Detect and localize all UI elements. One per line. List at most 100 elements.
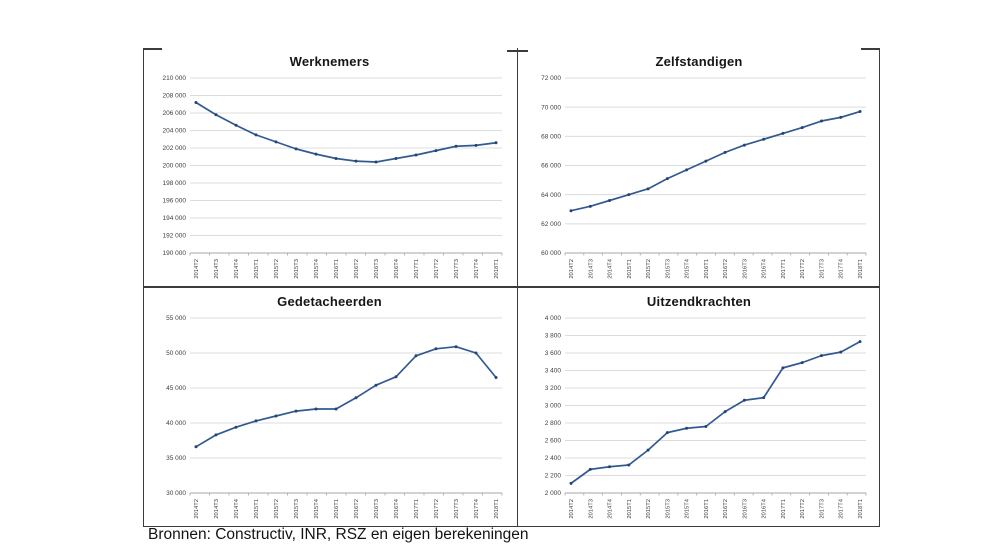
svg-text:2015T1: 2015T1 [254,499,260,519]
svg-text:2 200: 2 200 [545,473,562,480]
svg-text:2015T2: 2015T2 [274,499,280,519]
svg-text:196 000: 196 000 [163,198,187,205]
chart-cell-zelfstandigen: 60 000 62 000 64 000 66 000 68 000 70 000 72 0… [519,48,879,286]
svg-text:2016T2: 2016T2 [723,499,729,519]
svg-text:2018T1: 2018T1 [858,259,864,279]
svg-text:2016T2: 2016T2 [723,259,729,279]
svg-text:64 000: 64 000 [541,192,561,199]
svg-text:2014T4: 2014T4 [608,258,614,278]
svg-text:2015T3: 2015T3 [665,499,671,519]
svg-text:2015T1: 2015T1 [254,259,260,279]
svg-text:2015T4: 2015T4 [685,498,691,518]
grid-border-top-right-stub [861,48,879,50]
line-chart-uitzendkrachten: 2 000 2 200 2 400 2 600 2 800 3 000 3 200 3 400… [545,315,867,519]
charts-grid: 190 000 192 000 194 000 196 000 198 000 200 0… [143,48,880,527]
svg-text:70 000: 70 000 [541,104,561,111]
svg-text:2017T2: 2017T2 [434,259,440,279]
svg-text:3 600: 3 600 [545,350,562,357]
svg-text:198 000: 198 000 [163,180,187,187]
svg-text:50 000: 50 000 [166,350,186,357]
svg-text:206 000: 206 000 [163,110,187,117]
svg-text:2017T2: 2017T2 [800,499,806,519]
svg-text:2016T1: 2016T1 [704,499,710,519]
svg-text:2018T1: 2018T1 [858,499,864,519]
svg-text:2015T4: 2015T4 [314,258,320,278]
svg-text:202 000: 202 000 [163,145,187,152]
svg-text:2016T4: 2016T4 [762,498,768,518]
svg-text:2016T3: 2016T3 [374,259,380,279]
chart-cell-werknemers: 190 000 192 000 194 000 196 000 198 000 200 0… [144,48,515,286]
svg-text:35 000: 35 000 [166,455,186,462]
svg-text:2014T4: 2014T4 [608,498,614,518]
svg-text:60 000: 60 000 [541,250,561,257]
line-chart-gedetacheerden: 30 000 35 000 40 000 45 000 50 000 55 000 2014… [166,315,503,519]
svg-text:194 000: 194 000 [163,215,187,222]
svg-text:2015T2: 2015T2 [274,259,280,279]
grid-divider-horizontal [144,286,879,288]
svg-text:2016T4: 2016T4 [762,258,768,278]
svg-text:66 000: 66 000 [541,163,561,170]
svg-text:3 000: 3 000 [545,403,562,410]
svg-text:2 000: 2 000 [545,490,562,497]
svg-text:2016T3: 2016T3 [742,499,748,519]
line-chart-zelfstandigen: 60 000 62 000 64 000 66 000 68 000 70 000 72 0… [541,75,867,279]
svg-text:2015T3: 2015T3 [294,499,300,519]
svg-text:2017T1: 2017T1 [781,259,787,279]
svg-text:62 000: 62 000 [541,221,561,228]
svg-text:2017T4: 2017T4 [474,258,480,278]
svg-text:68 000: 68 000 [541,134,561,141]
svg-text:2017T2: 2017T2 [434,499,440,519]
svg-text:2014T4: 2014T4 [234,258,240,278]
chart-cell-uitzendkrachten: 2 000 2 200 2 400 2 600 2 800 3 000 3 200 3 400… [519,288,879,526]
svg-text:2017T1: 2017T1 [781,499,787,519]
svg-text:40 000: 40 000 [166,420,186,427]
svg-text:2016T3: 2016T3 [742,259,748,279]
svg-text:2015T2: 2015T2 [646,499,652,519]
svg-text:4 000: 4 000 [545,315,562,322]
svg-text:2014T3: 2014T3 [588,259,594,279]
chart-title-werknemers: Werknemers [289,54,370,69]
svg-text:210 000: 210 000 [163,75,187,82]
svg-text:2017T3: 2017T3 [454,499,460,519]
svg-text:200 000: 200 000 [163,163,187,170]
svg-text:2014T2: 2014T2 [194,499,200,519]
svg-text:2 600: 2 600 [545,438,562,445]
svg-text:2 400: 2 400 [545,455,562,462]
svg-text:2014T2: 2014T2 [569,499,575,519]
svg-text:2014T3: 2014T3 [588,499,594,519]
svg-text:208 000: 208 000 [163,93,187,100]
svg-text:2016T4: 2016T4 [394,258,400,278]
svg-text:2016T4: 2016T4 [394,498,400,518]
svg-text:2015T3: 2015T3 [665,259,671,279]
svg-text:2014T4: 2014T4 [234,498,240,518]
svg-text:2017T2: 2017T2 [800,259,806,279]
svg-text:2016T2: 2016T2 [354,259,360,279]
source-caption: Bronnen: Constructiv, INR, RSZ en eigen … [148,526,529,543]
chart-title-zelfstandigen: Zelfstandigen [655,54,743,69]
svg-text:2014T2: 2014T2 [194,259,200,279]
svg-text:2014T3: 2014T3 [214,499,220,519]
svg-text:2015T1: 2015T1 [627,499,633,519]
svg-text:2017T1: 2017T1 [414,259,420,279]
svg-text:192 000: 192 000 [163,233,187,240]
svg-text:2014T3: 2014T3 [214,259,220,279]
svg-text:2016T2: 2016T2 [354,499,360,519]
svg-text:2017T3: 2017T3 [819,259,825,279]
svg-text:2017T3: 2017T3 [454,259,460,279]
svg-text:2018T1: 2018T1 [494,499,500,519]
chart-title-gedetacheerden: Gedetacheerden [277,294,382,309]
svg-text:2017T3: 2017T3 [819,499,825,519]
svg-text:72 000: 72 000 [541,75,561,82]
svg-text:55 000: 55 000 [166,315,186,322]
svg-text:2 800: 2 800 [545,420,562,427]
svg-text:2016T1: 2016T1 [334,259,340,279]
svg-text:3 800: 3 800 [545,333,562,340]
svg-text:204 000: 204 000 [163,128,187,135]
svg-text:2017T4: 2017T4 [839,258,845,278]
svg-text:2015T2: 2015T2 [646,259,652,279]
svg-text:3 400: 3 400 [545,368,562,375]
svg-text:2015T4: 2015T4 [314,498,320,518]
svg-text:45 000: 45 000 [166,385,186,392]
chart-title-uitzendkrachten: Uitzendkrachten [646,294,752,309]
